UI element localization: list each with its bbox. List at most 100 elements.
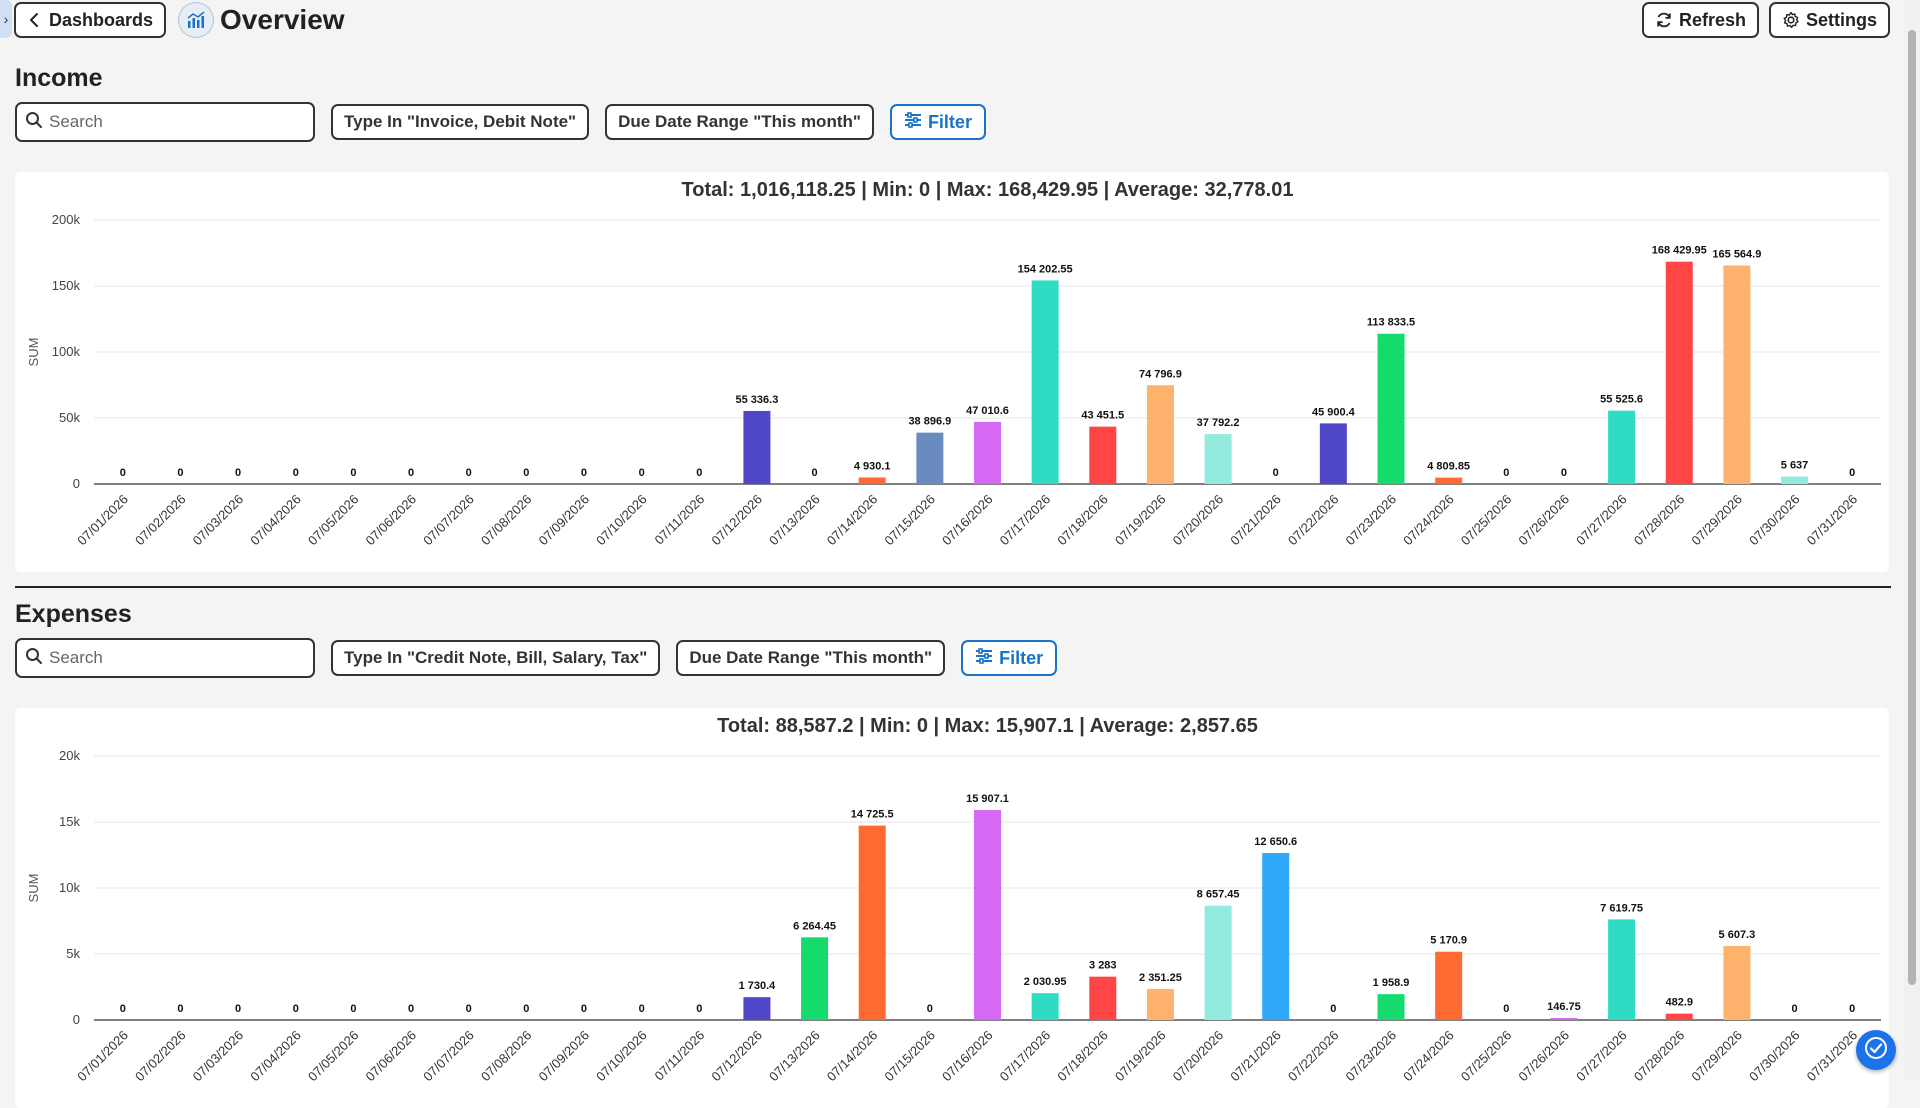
- bar: [1723, 945, 1751, 1020]
- data-label: 5 170.9: [1430, 935, 1467, 947]
- y-tick-label: 0: [73, 1012, 80, 1027]
- data-label: 1 958.9: [1373, 977, 1410, 989]
- data-label: 0: [696, 467, 702, 479]
- data-label: 0: [696, 1003, 702, 1015]
- x-tick-label: 07/06/2026: [363, 492, 420, 549]
- x-tick-label: 07/01/2026: [74, 492, 131, 549]
- income-chart-card: Total: 1,016,118.25 | Min: 0 | Max: 168,…: [15, 172, 1889, 572]
- data-label: 0: [523, 1003, 529, 1015]
- y-tick-label: 10k: [59, 880, 80, 895]
- income-filter-label: Filter: [927, 111, 972, 132]
- sliders-icon: [975, 647, 993, 669]
- data-label: 0: [350, 467, 356, 479]
- data-label: 12 650.6: [1254, 836, 1297, 848]
- section-divider: [15, 586, 1891, 588]
- bar: [1031, 280, 1059, 484]
- bar: [1665, 261, 1693, 484]
- expenses-chart: Total: 88,587.2 | Min: 0 | Max: 15,907.1…: [26, 715, 1881, 1085]
- x-tick-label: 07/14/2026: [824, 492, 881, 549]
- income-filter-bar: Type In "Invoice, Debit Note" Due Date R…: [15, 102, 986, 142]
- bar: [1146, 385, 1174, 484]
- status-check-button[interactable]: [1856, 1030, 1896, 1070]
- bar: [1262, 853, 1290, 1020]
- x-tick-label: 07/28/2026: [1631, 1028, 1688, 1085]
- x-tick-label: 07/03/2026: [190, 1028, 247, 1085]
- data-label: 0: [120, 1003, 126, 1015]
- income-type-filter-chip[interactable]: Type In "Invoice, Debit Note": [331, 104, 590, 140]
- data-label: 14 725.5: [851, 809, 894, 821]
- expenses-search-input[interactable]: [47, 647, 301, 669]
- x-tick-label: 07/11/2026: [651, 1028, 707, 1084]
- x-tick-label: 07/18/2026: [1054, 1028, 1111, 1085]
- data-label: 55 525.6: [1600, 394, 1643, 406]
- bar: [916, 432, 944, 484]
- data-label: 5 607.3: [1719, 929, 1756, 941]
- data-label: 0: [1330, 1003, 1336, 1015]
- data-label: 0: [235, 1003, 241, 1015]
- chart-title: Total: 1,016,118.25 | Min: 0 | Max: 168,…: [682, 179, 1294, 201]
- bar: [1089, 976, 1117, 1020]
- expenses-date-filter-chip[interactable]: Due Date Range "This month": [676, 640, 946, 676]
- y-tick-label: 20k: [59, 748, 80, 763]
- bar: [974, 810, 1001, 1020]
- refresh-icon: [1655, 11, 1673, 29]
- x-tick-label: 07/28/2026: [1631, 492, 1688, 549]
- x-tick-label: 07/12/2026: [708, 1028, 765, 1085]
- bar: [1608, 919, 1636, 1020]
- x-tick-label: 07/16/2026: [939, 492, 996, 549]
- settings-button[interactable]: Settings: [1768, 2, 1890, 38]
- data-label: 2 030.95: [1024, 976, 1067, 988]
- bar: [858, 825, 886, 1020]
- data-label: 0: [466, 1003, 472, 1015]
- data-label: 0: [177, 1003, 183, 1015]
- y-axis-label: SUM: [26, 874, 41, 903]
- bar: [1781, 476, 1809, 484]
- back-to-dashboards-button[interactable]: Dashboards: [14, 2, 167, 38]
- x-tick-label: 07/10/2026: [593, 492, 650, 549]
- page-scrollbar[interactable]: [1904, 0, 1920, 1080]
- data-label: 0: [1791, 1003, 1797, 1015]
- x-tick-label: 07/13/2026: [766, 492, 823, 549]
- data-label: 4 930.1: [854, 460, 891, 472]
- x-tick-label: 07/23/2026: [1343, 492, 1400, 549]
- data-label: 0: [1503, 1003, 1509, 1015]
- income-search-field[interactable]: [15, 102, 315, 142]
- x-tick-label: 07/04/2026: [247, 1028, 304, 1085]
- refresh-button[interactable]: Refresh: [1641, 2, 1759, 38]
- data-label: 0: [466, 467, 472, 479]
- expenses-type-filter-chip[interactable]: Type In "Credit Note, Bill, Salary, Tax": [331, 640, 661, 676]
- page-title: Overview: [220, 4, 345, 35]
- x-tick-label: 07/23/2026: [1343, 1028, 1400, 1085]
- data-label: 113 833.5: [1367, 317, 1415, 329]
- income-search-input[interactable]: [47, 111, 301, 133]
- data-label: 0: [927, 1003, 933, 1015]
- income-filter-button[interactable]: Filter: [889, 104, 986, 140]
- expenses-filter-button[interactable]: Filter: [961, 640, 1058, 676]
- data-label: 6 264.45: [793, 920, 836, 932]
- bar: [1031, 993, 1059, 1020]
- x-tick-label: 07/12/2026: [708, 492, 765, 549]
- bar: [1608, 410, 1636, 484]
- x-tick-label: 07/25/2026: [1458, 492, 1515, 549]
- search-icon: [25, 111, 43, 134]
- scrollbar-thumb[interactable]: [1908, 30, 1916, 985]
- x-tick-label: 07/21/2026: [1227, 1028, 1284, 1085]
- x-tick-label: 07/06/2026: [363, 1028, 420, 1085]
- bar: [743, 410, 771, 484]
- data-label: 0: [639, 1003, 645, 1015]
- expenses-search-field[interactable]: [15, 638, 315, 678]
- bar: [801, 937, 829, 1020]
- data-label: 38 896.9: [908, 416, 951, 428]
- income-date-filter-chip[interactable]: Due Date Range "This month": [605, 104, 874, 140]
- sidebar-toggle-button[interactable]: ›: [0, 0, 12, 38]
- x-tick-label: 07/27/2026: [1573, 492, 1630, 549]
- expenses-filter-label: Filter: [999, 647, 1044, 668]
- x-tick-label: 07/15/2026: [881, 1028, 938, 1085]
- data-label: 15 907.1: [966, 793, 1009, 805]
- x-tick-label: 07/09/2026: [535, 1028, 592, 1085]
- chart-title: Total: 88,587.2 | Min: 0 | Max: 15,907.1…: [717, 715, 1258, 737]
- x-tick-label: 07/16/2026: [939, 1028, 996, 1085]
- bar: [1550, 1018, 1578, 1020]
- data-label: 0: [408, 467, 414, 479]
- expenses-chart-card: Total: 88,587.2 | Min: 0 | Max: 15,907.1…: [15, 708, 1889, 1108]
